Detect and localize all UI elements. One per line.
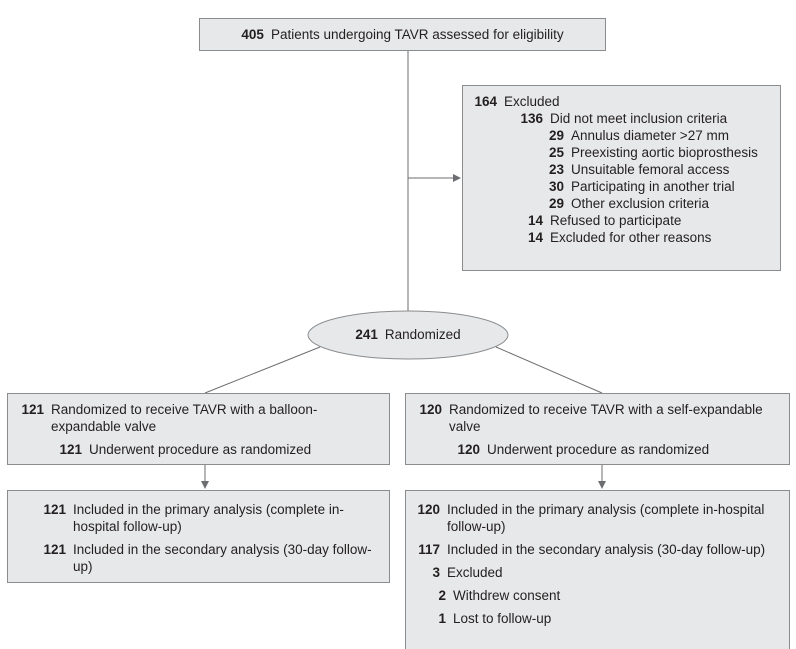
randomized-box: 241 Randomized bbox=[308, 326, 508, 346]
label: Patients undergoing TAVR assessed for el… bbox=[270, 27, 564, 42]
count: 241 bbox=[355, 327, 378, 342]
item-row: 2 Withdrew consent bbox=[412, 587, 781, 604]
label: Underwent procedure as randomized bbox=[487, 442, 710, 457]
label: Included in the primary analysis (comple… bbox=[73, 502, 344, 534]
item-row: 241 Randomized bbox=[308, 326, 508, 343]
self-arm-box: 120 Randomized to receive TAVR with a sel… bbox=[405, 393, 790, 465]
count: 29 bbox=[548, 196, 564, 211]
label: Did not meet inclusion criteria bbox=[550, 111, 728, 126]
item-row: 164 Excluded bbox=[471, 93, 772, 110]
label: Underwent procedure as randomized bbox=[89, 442, 312, 457]
count: 120 bbox=[457, 442, 480, 457]
count: 121 bbox=[43, 542, 66, 557]
item-row: 1 Lost to follow-up bbox=[412, 610, 781, 627]
item-row: 121 Underwent procedure as randomized bbox=[16, 441, 381, 458]
item-row: 120 Randomized to receive TAVR with a sel… bbox=[414, 401, 781, 435]
item-row: 121 Randomized to receive TAVR with a bal… bbox=[16, 401, 381, 435]
count: 25 bbox=[548, 145, 564, 160]
label: Excluded bbox=[504, 94, 560, 109]
count: 121 bbox=[59, 442, 82, 457]
count: 117 bbox=[418, 542, 440, 557]
count: 120 bbox=[419, 402, 442, 417]
count: 1 bbox=[438, 611, 446, 626]
count: 136 bbox=[520, 111, 543, 126]
count: 23 bbox=[548, 162, 564, 177]
item-row: 121 Included in the primary analysis (com… bbox=[38, 501, 381, 535]
item-row: 25 Preexisting aortic bioprosthesis bbox=[471, 144, 772, 161]
balloon-arm-box: 121 Randomized to receive TAVR with a bal… bbox=[7, 393, 390, 465]
item-row: 14 Excluded for other reasons bbox=[471, 229, 772, 246]
item-row: 3 Excluded bbox=[412, 564, 781, 581]
item-row: 405 Patients undergoing TAVR assessed for… bbox=[208, 26, 597, 43]
randomized-ellipse bbox=[307, 310, 509, 360]
item-row: 120 Included in the primary analysis (com… bbox=[412, 501, 781, 535]
count: 164 bbox=[474, 94, 497, 109]
item-row: 29 Other exclusion criteria bbox=[471, 195, 772, 212]
item-row: 30 Participating in another trial bbox=[471, 178, 772, 195]
count: 14 bbox=[527, 230, 543, 245]
count: 121 bbox=[21, 402, 44, 417]
connector bbox=[495, 346, 603, 394]
count: 2 bbox=[438, 588, 446, 603]
label: Withdrew consent bbox=[453, 588, 561, 603]
count: 121 bbox=[43, 502, 66, 517]
count: 405 bbox=[241, 27, 264, 42]
label: Lost to follow-up bbox=[453, 611, 552, 626]
item-row: 23 Unsuitable femoral access bbox=[471, 161, 772, 178]
label: Included in the secondary analysis (30-d… bbox=[73, 542, 372, 574]
label: Randomized to receive TAVR with a balloo… bbox=[51, 402, 318, 434]
label: Preexisting aortic bioprosthesis bbox=[571, 145, 758, 160]
label: Randomized bbox=[384, 327, 461, 342]
label: Excluded bbox=[447, 565, 503, 580]
item-row: 14 Refused to participate bbox=[471, 212, 772, 229]
assessed-box: 405 Patients undergoing TAVR assessed for… bbox=[199, 18, 606, 51]
count: 30 bbox=[548, 179, 564, 194]
count: 29 bbox=[548, 128, 564, 143]
count: 14 bbox=[527, 213, 543, 228]
count: 120 bbox=[417, 502, 440, 517]
self-analysis-box: 120 Included in the primary analysis (com… bbox=[405, 490, 790, 649]
item-row: 120 Underwent procedure as randomized bbox=[414, 441, 781, 458]
label: Unsuitable femoral access bbox=[571, 162, 730, 177]
connector bbox=[204, 346, 321, 394]
item-row: 29 Annulus diameter >27 mm bbox=[471, 127, 772, 144]
excluded-box: 164 Excluded 136 Did not meet inclusion cri… bbox=[462, 85, 781, 271]
label: Other exclusion criteria bbox=[571, 196, 710, 211]
label: Included in the secondary analysis (30-d… bbox=[447, 542, 766, 557]
label: Included in the primary analysis (comple… bbox=[447, 502, 765, 534]
count: 3 bbox=[432, 565, 440, 580]
label: Excluded for other reasons bbox=[550, 230, 712, 245]
item-row: 136 Did not meet inclusion criteria bbox=[471, 110, 772, 127]
label: Participating in another trial bbox=[571, 179, 735, 194]
balloon-analysis-box: 121 Included in the primary analysis (com… bbox=[7, 490, 390, 583]
label: Annulus diameter >27 mm bbox=[571, 128, 729, 143]
label: Refused to participate bbox=[550, 213, 682, 228]
label: Randomized to receive TAVR with a self-e… bbox=[449, 402, 763, 434]
item-row: 117 Included in the secondary analysis (3… bbox=[412, 541, 781, 558]
item-row: 121 Included in the secondary analysis (3… bbox=[38, 541, 381, 575]
